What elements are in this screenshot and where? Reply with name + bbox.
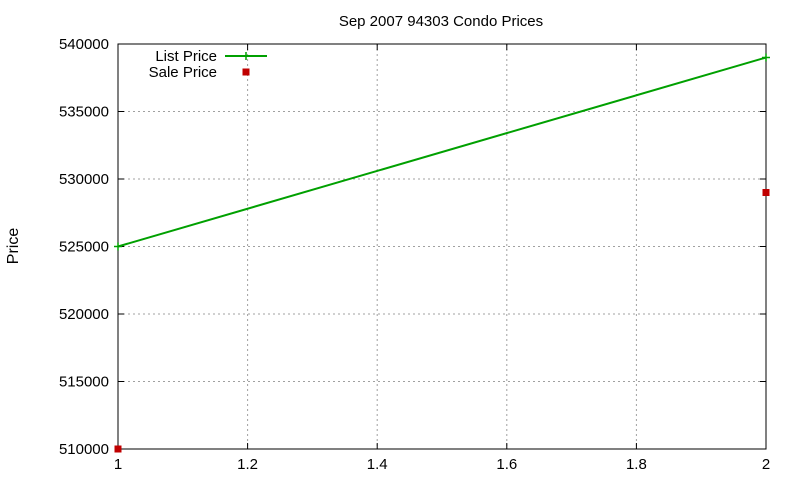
y-axis-label: Price [5, 228, 22, 265]
legend-label-list-price: List Price [155, 48, 217, 65]
legend-label-sale-price: Sale Price [149, 64, 217, 81]
y-tick-label: 515000 [59, 374, 109, 391]
x-tick-label: 2 [762, 456, 770, 473]
x-tick-label: 1.2 [237, 456, 258, 473]
sale-price-point [762, 189, 770, 196]
y-tick-label: 540000 [59, 36, 109, 53]
y-tick-label: 510000 [59, 441, 109, 458]
list-price-line [117, 56, 767, 248]
legend-swatch-sale-price [242, 68, 250, 76]
legend-marker-list-price [242, 52, 250, 60]
y-tick-label: 530000 [59, 171, 109, 188]
sale-price-point [114, 445, 122, 453]
grid-lines [118, 44, 766, 449]
x-tick-label: 1 [114, 456, 122, 473]
y-tick-label: 525000 [59, 239, 109, 256]
list-price-point [762, 53, 770, 62]
series-layer [114, 53, 770, 453]
x-tick-label: 1.8 [626, 456, 647, 473]
chart-title: Sep 2007 94303 Condo Prices [339, 13, 543, 30]
y-tick-label: 535000 [59, 104, 109, 121]
axis-ticks: 1 1.2 1.4 1.6 1.8 2 510000 515000 520000 525000 53… [59, 36, 770, 473]
y-tick-label: 520000 [59, 306, 109, 323]
list-price-point [114, 242, 122, 251]
x-tick-label: 1.6 [496, 456, 517, 473]
x-tick-label: 1.4 [367, 456, 388, 473]
